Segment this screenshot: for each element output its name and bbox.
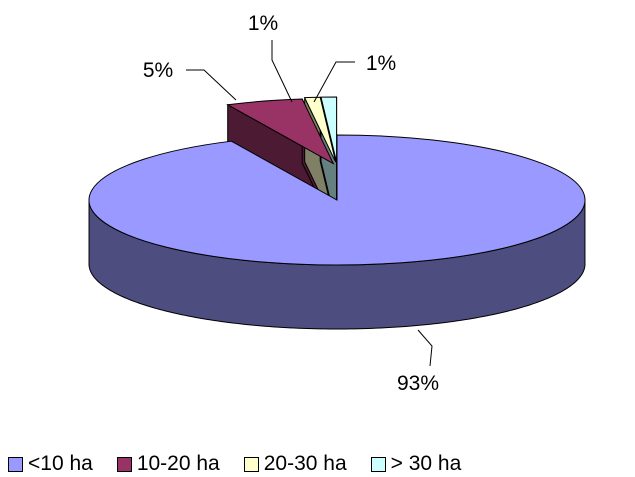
- legend-label-1: 10-20 ha: [136, 452, 220, 475]
- legend-swatch-2: [243, 456, 259, 472]
- legend-label-3: > 30 ha: [390, 452, 462, 475]
- leader-lines: [186, 40, 433, 367]
- legend-item-3: > 30 ha: [370, 452, 462, 476]
- data-label-3: 1%: [366, 52, 396, 75]
- legend-swatch-1: [116, 456, 132, 472]
- slice-3: [320, 96, 338, 163]
- leader-line-1: [186, 69, 237, 101]
- legend-label-2: 20-30 ha: [263, 452, 347, 475]
- legend-label-0: <10 ha: [28, 452, 93, 475]
- data-label-1: 5%: [143, 59, 173, 82]
- legend-swatch-3: [370, 456, 386, 472]
- pie-tops: [88, 96, 586, 266]
- slice-2: [303, 96, 337, 163]
- slice-0: [88, 134, 586, 266]
- leader-line-2: [271, 40, 293, 103]
- data-label-2: 1%: [248, 12, 278, 35]
- legend-item-1: 10-20 ha: [116, 452, 220, 476]
- pie-chart: 93% 5% 1% 1%: [88, 12, 586, 395]
- slice-1: [226, 98, 335, 165]
- legend-item-2: 20-30 ha: [243, 452, 347, 476]
- leader-line-0: [417, 329, 433, 367]
- leader-line-3: [313, 61, 355, 103]
- legend-item-0: <10 ha: [8, 452, 93, 476]
- legend: <10 ha 10-20 ha 20-30 ha > 30 ha: [8, 452, 635, 476]
- legend-swatch-0: [8, 456, 23, 472]
- data-label-0: 93%: [397, 372, 439, 395]
- data-labels: 93% 5% 1% 1%: [143, 12, 439, 395]
